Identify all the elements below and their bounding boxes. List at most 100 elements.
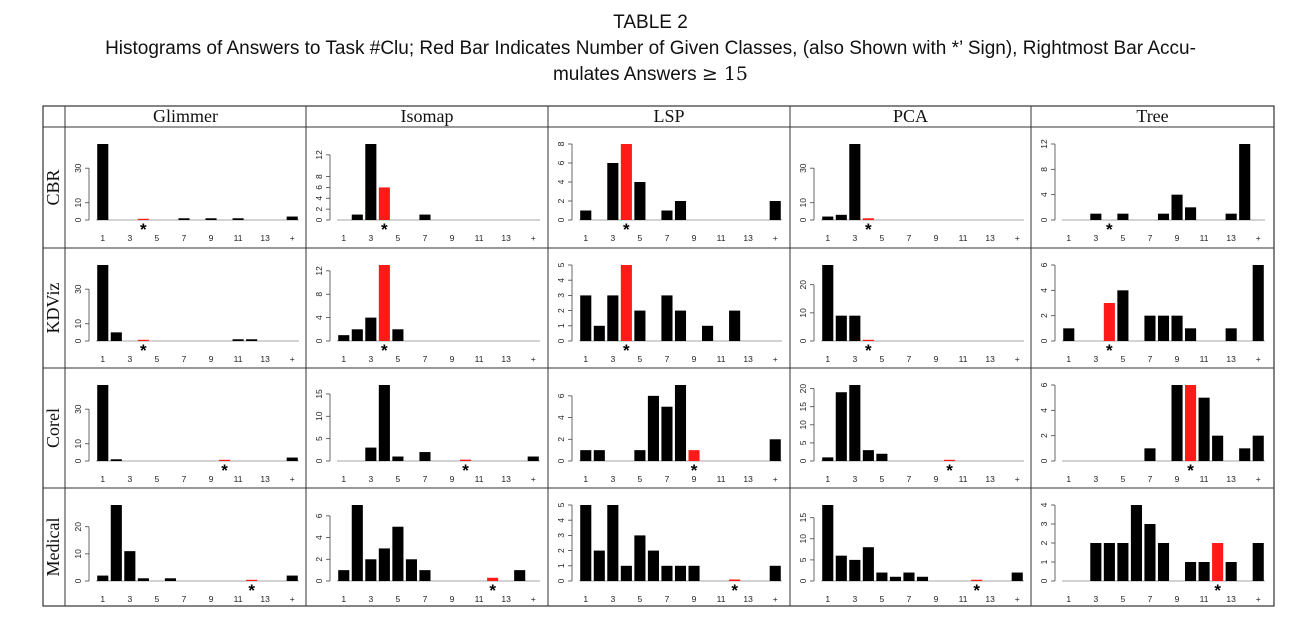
bar: [835, 214, 847, 220]
bar: [1252, 265, 1264, 341]
highlight-bar: [137, 339, 149, 341]
x-tick-label: 3: [610, 594, 615, 604]
x-tick-label: 13: [260, 233, 270, 243]
x-tick-label: 3: [852, 233, 857, 243]
x-tick-label: 5: [1121, 233, 1126, 243]
x-tick-label: 3: [127, 474, 132, 484]
bar: [593, 550, 605, 581]
y-tick-label: 2: [556, 437, 566, 442]
bar: [822, 505, 834, 581]
y-tick-label: 10: [798, 534, 808, 544]
x-tick-label: 7: [423, 474, 428, 484]
bar: [876, 572, 888, 581]
bar: [1212, 435, 1224, 461]
x-tick-label: 9: [934, 354, 939, 364]
x-tick-label: +: [290, 474, 295, 484]
bar: [514, 570, 526, 581]
x-tick-label: 3: [368, 354, 373, 364]
y-tick-label: 4: [314, 535, 324, 540]
x-tick-label: 11: [959, 354, 968, 364]
x-tick-label: 5: [396, 233, 401, 243]
highlight-bar: [1185, 385, 1197, 461]
bar: [769, 439, 781, 461]
bar: [286, 457, 298, 461]
x-tick-label: 5: [638, 474, 643, 484]
y-tick-label: 15: [798, 513, 808, 523]
x-tick-label: 5: [880, 354, 885, 364]
x-tick-label: 13: [260, 474, 270, 484]
y-tick-label: 8: [314, 174, 324, 179]
y-tick-label: 6: [1039, 262, 1049, 267]
bar: [1157, 543, 1170, 581]
bar: [634, 310, 646, 341]
y-tick-label: 5: [798, 440, 808, 445]
bar: [702, 325, 714, 341]
x-tick-label: 3: [127, 354, 132, 364]
y-tick-label: 0: [798, 338, 808, 343]
x-tick-label: 11: [475, 594, 484, 604]
y-tick-label: 2: [1039, 433, 1049, 438]
bar: [822, 216, 834, 220]
bar: [1130, 505, 1142, 581]
bar: [835, 315, 847, 341]
bar: [392, 456, 404, 461]
x-tick-label: 9: [450, 594, 455, 604]
highlight-bar: [1212, 543, 1224, 581]
y-tick-label: 3: [556, 533, 566, 538]
x-tick-label: 13: [985, 233, 995, 243]
bar: [1185, 207, 1197, 220]
bar: [903, 572, 915, 581]
bar: [1185, 328, 1197, 341]
x-tick-label: 1: [1066, 233, 1071, 243]
bar: [137, 578, 149, 581]
bar: [1090, 543, 1102, 581]
y-tick-label: 0: [73, 217, 83, 222]
x-tick-label: +: [1015, 474, 1020, 484]
bar: [647, 550, 659, 581]
bar: [286, 216, 298, 220]
given-classes-marker: *: [140, 220, 147, 239]
given-classes-marker: *: [1106, 341, 1113, 360]
y-tick-label: 12: [314, 150, 324, 160]
bar: [647, 395, 659, 461]
highlight-bar: [862, 218, 874, 220]
y-tick-label: 0: [314, 338, 324, 343]
y-tick-label: 0: [314, 458, 324, 463]
bar: [1171, 194, 1183, 220]
bar: [97, 144, 109, 220]
x-tick-label: 7: [665, 594, 670, 604]
y-tick-label: 10: [73, 198, 83, 208]
bar: [97, 265, 109, 341]
x-tick-label: 3: [1093, 474, 1098, 484]
x-tick-label: 1: [100, 474, 105, 484]
x-tick-label: 13: [501, 354, 511, 364]
x-tick-label: +: [773, 233, 778, 243]
bar: [620, 565, 632, 581]
x-tick-label: 7: [182, 594, 187, 604]
bar: [661, 565, 673, 581]
y-tick-label: 4: [556, 518, 566, 523]
x-tick-label: 9: [450, 354, 455, 364]
x-tick-label: 11: [959, 233, 968, 243]
y-tick-label: 4: [314, 196, 324, 201]
bar: [634, 535, 646, 581]
bar: [822, 457, 834, 461]
x-tick-label: 7: [907, 233, 912, 243]
y-tick-label: 10: [314, 411, 324, 421]
x-tick-label: +: [1015, 594, 1020, 604]
given-classes-marker: *: [140, 341, 147, 360]
bar: [405, 559, 417, 581]
table-caption-line-1: Histograms of Answers to Task #Clu; Red …: [105, 38, 1196, 59]
bar: [1225, 328, 1237, 341]
bar: [164, 578, 176, 581]
x-tick-label: +: [773, 354, 778, 364]
x-tick-label: 1: [583, 354, 588, 364]
x-tick-label: 9: [209, 474, 214, 484]
x-tick-label: 13: [743, 233, 753, 243]
